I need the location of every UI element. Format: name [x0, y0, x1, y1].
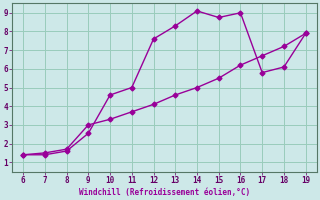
X-axis label: Windchill (Refroidissement éolien,°C): Windchill (Refroidissement éolien,°C) [79, 188, 250, 197]
